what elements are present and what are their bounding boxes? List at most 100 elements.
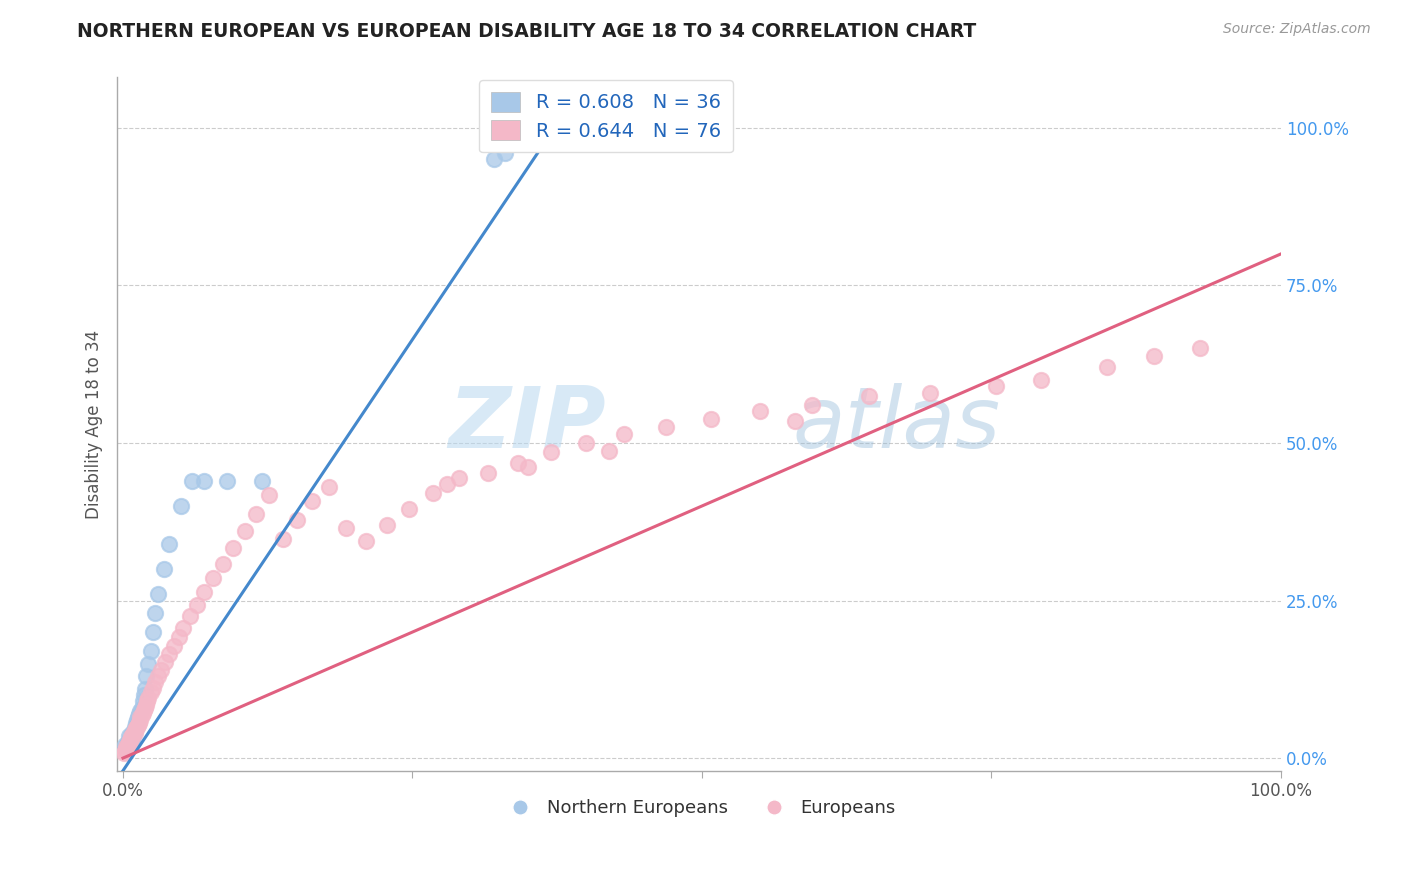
Point [655, 420, 678, 434]
Point [121, 732, 143, 747]
Point [150, 663, 173, 677]
Point [477, 467, 499, 481]
Point [117, 739, 139, 753]
Point [613, 426, 636, 441]
Text: ZIP: ZIP [449, 383, 606, 466]
Point [131, 706, 153, 720]
Point [172, 621, 194, 635]
Point [131, 694, 153, 708]
Point [1188, 342, 1211, 356]
Point [271, 532, 294, 546]
Point [129, 713, 152, 727]
Point [1142, 349, 1164, 363]
Point [211, 557, 233, 571]
Point [245, 507, 267, 521]
Point [112, 746, 135, 760]
Point [153, 655, 176, 669]
Point [134, 681, 156, 696]
Point [398, 502, 420, 516]
Point [181, 474, 204, 488]
Point [136, 694, 159, 708]
Point [121, 729, 143, 743]
Point [124, 723, 146, 737]
Point [318, 480, 340, 494]
Point [257, 488, 280, 502]
Point [157, 647, 180, 661]
Point [124, 723, 146, 737]
Point [124, 726, 146, 740]
Point [122, 727, 145, 741]
Point [152, 562, 174, 576]
Point [121, 726, 143, 740]
Point [801, 398, 824, 412]
Point [163, 639, 186, 653]
Point [422, 486, 444, 500]
Point [128, 715, 150, 730]
Point [139, 644, 162, 658]
Point [135, 698, 157, 712]
Point [139, 685, 162, 699]
Point [920, 385, 942, 400]
Point [482, 153, 505, 167]
Point [131, 708, 153, 723]
Point [186, 598, 208, 612]
Point [120, 732, 142, 747]
Point [118, 737, 141, 751]
Point [436, 477, 458, 491]
Point [142, 625, 165, 640]
Point [250, 474, 273, 488]
Point [517, 459, 540, 474]
Point [335, 521, 357, 535]
Text: Source: ZipAtlas.com: Source: ZipAtlas.com [1223, 22, 1371, 37]
Legend: Northern Europeans, Europeans: Northern Europeans, Europeans [495, 791, 903, 824]
Point [170, 499, 193, 513]
Point [131, 700, 153, 714]
Point [128, 706, 150, 721]
Point [124, 720, 146, 734]
Point [125, 713, 148, 727]
Text: NORTHERN EUROPEAN VS EUROPEAN DISABILITY AGE 18 TO 34 CORRELATION CHART: NORTHERN EUROPEAN VS EUROPEAN DISABILITY… [77, 22, 977, 41]
Point [1031, 373, 1053, 387]
Point [125, 716, 148, 731]
Point [114, 739, 136, 753]
Point [115, 741, 138, 756]
Point [179, 609, 201, 624]
Point [145, 675, 167, 690]
Point [301, 494, 323, 508]
Point [120, 731, 142, 745]
Point [129, 710, 152, 724]
Point [233, 524, 256, 539]
Point [217, 474, 239, 488]
Point [134, 700, 156, 714]
Point [167, 630, 190, 644]
Point [193, 474, 215, 488]
Point [506, 456, 529, 470]
Point [115, 741, 138, 756]
Point [193, 585, 215, 599]
Point [146, 587, 169, 601]
Point [447, 470, 470, 484]
Y-axis label: Disability Age 18 to 34: Disability Age 18 to 34 [86, 329, 103, 518]
Point [285, 513, 308, 527]
Point [127, 710, 149, 724]
Point [575, 436, 598, 450]
Point [129, 704, 152, 718]
Point [494, 146, 516, 161]
Point [117, 735, 139, 749]
Text: atlas: atlas [792, 383, 1000, 466]
Point [132, 688, 155, 702]
Point [125, 720, 148, 734]
Point [984, 379, 1007, 393]
Point [118, 739, 141, 754]
Point [135, 669, 157, 683]
Point [125, 721, 148, 735]
Point [115, 739, 138, 754]
Point [202, 572, 225, 586]
Point [354, 533, 377, 548]
Point [122, 729, 145, 743]
Point [222, 541, 245, 556]
Point [118, 737, 141, 751]
Point [1097, 360, 1119, 375]
Point [120, 733, 142, 747]
Point [858, 389, 880, 403]
